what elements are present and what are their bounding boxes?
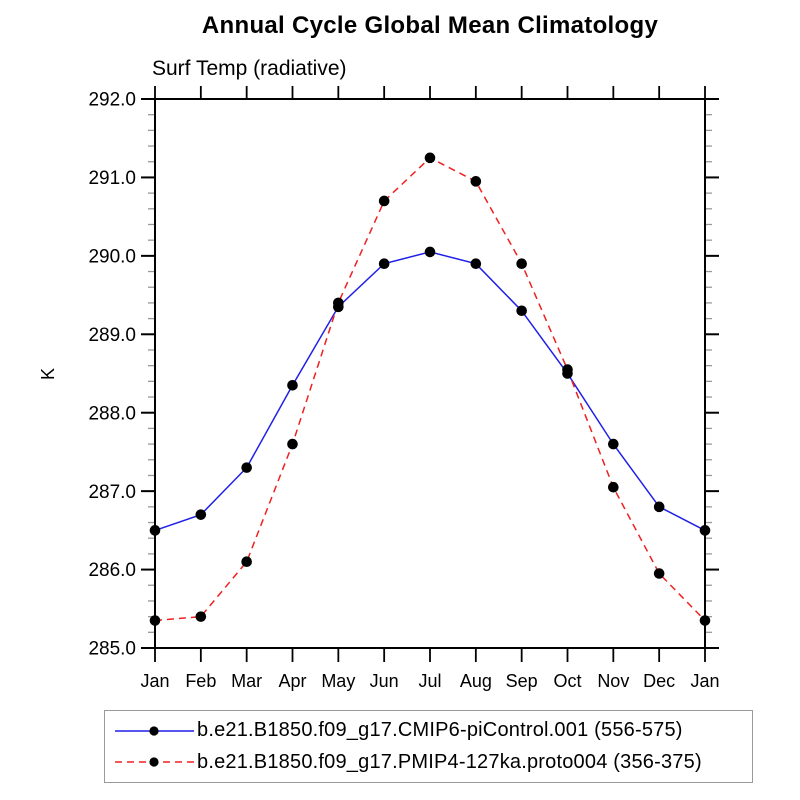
data-point-marker-0 <box>516 305 527 317</box>
data-point-marker-1 <box>562 364 573 375</box>
data-point-marker-0 <box>287 379 298 391</box>
series-line-1 <box>154 156 706 622</box>
x-tick-label: Apr <box>278 671 306 691</box>
x-tick-label: Oct <box>553 671 581 691</box>
data-point-marker-0 <box>653 501 665 513</box>
legend-item-1: b.e21.B1850.f09_g17.PMIP4-127ka.proto004… <box>105 750 752 774</box>
data-point-marker-1 <box>195 611 207 622</box>
legend-item-0: b.e21.B1850.f09_g17.CMIP6-piControl.001 … <box>105 719 752 743</box>
legend-label: b.e21.B1850.f09_g17.PMIP4-127ka.proto004… <box>197 750 702 773</box>
y-tick-label: 292.0 <box>88 90 136 111</box>
x-tick-label: Sep <box>506 671 538 691</box>
x-tick-label: Nov <box>597 671 629 691</box>
x-tick-label: Jan <box>690 671 719 691</box>
y-tick-label: 291.0 <box>88 168 136 189</box>
data-point-marker-1 <box>149 615 161 626</box>
x-tick-label: Feb <box>185 671 216 691</box>
x-tick-label: Jun <box>370 671 399 691</box>
chart-title: Annual Cycle Global Mean Climatology <box>201 12 659 39</box>
x-tick-label: Dec <box>643 671 675 691</box>
y-tick-label: 286.0 <box>88 560 136 581</box>
data-point-marker-0 <box>195 509 207 520</box>
axis-frame <box>154 98 706 649</box>
x-tick-label: Mar <box>231 671 262 691</box>
data-point-marker-0 <box>608 438 619 450</box>
legend: b.e21.B1850.f09_g17.CMIP6-piControl.001 … <box>104 710 753 783</box>
data-point-marker-1 <box>653 568 665 579</box>
data-point-marker-1 <box>241 556 252 568</box>
data-point-marker-1 <box>516 258 527 270</box>
data-point-marker-1 <box>699 615 711 626</box>
data-point-marker-0 <box>424 246 436 258</box>
data-point-marker-0 <box>378 258 390 270</box>
legend-line-sample-icon <box>115 757 194 767</box>
data-point-marker-1 <box>470 176 482 187</box>
y-tick-label: 287.0 <box>88 482 136 503</box>
data-point-marker-1 <box>287 438 298 450</box>
y-tick-label: 288.0 <box>88 403 136 424</box>
y-axis-label: K <box>38 368 58 380</box>
y-tick-label: 289.0 <box>88 325 136 346</box>
y-tick-label: 290.0 <box>88 247 136 268</box>
chart-subtitle: Surf Temp (radiative) <box>152 57 347 80</box>
legend-line-sample-icon <box>115 726 194 736</box>
y-tick-label: 285.0 <box>88 639 136 660</box>
x-tick-label: May <box>321 671 355 691</box>
data-point-marker-0 <box>470 258 482 270</box>
data-point-marker-0 <box>699 525 711 536</box>
x-tick-label: Jan <box>140 671 169 691</box>
data-point-marker-1 <box>608 481 619 493</box>
data-point-marker-0 <box>241 462 252 473</box>
x-tick-label: Aug <box>460 671 492 691</box>
legend-label: b.e21.B1850.f09_g17.CMIP6-piControl.001 … <box>197 719 683 742</box>
data-point-marker-1 <box>333 297 344 309</box>
data-point-marker-0 <box>149 525 161 536</box>
data-point-marker-1 <box>424 152 436 164</box>
data-point-marker-1 <box>378 195 390 207</box>
series-line-0 <box>154 251 706 532</box>
x-tick-label: Jul <box>418 671 441 691</box>
